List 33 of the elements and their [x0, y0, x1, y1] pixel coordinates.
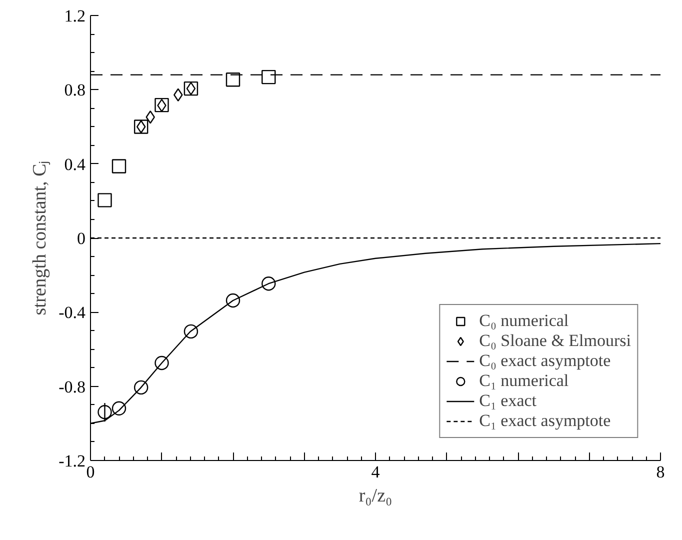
y-tick-label: -0.8	[58, 377, 86, 396]
legend-label: C₁ exact	[479, 391, 537, 411]
point	[112, 401, 126, 416]
y-tick-label: -0.4	[58, 303, 86, 322]
y-tick-label: 1.2	[64, 6, 86, 26]
point	[112, 159, 126, 174]
y-axis-title: strength constant, Cⱼ	[30, 160, 51, 316]
point	[154, 356, 169, 370]
x-tick-label: 8	[656, 462, 665, 482]
point	[174, 88, 183, 102]
point	[262, 276, 276, 291]
legend-label: C₀ exact asymptote	[479, 351, 611, 371]
legend-label: C₀ numerical	[479, 311, 569, 331]
y-tick-label: 0.4	[64, 154, 86, 174]
point	[154, 98, 169, 112]
x-tick-label: 4	[371, 462, 380, 482]
point	[98, 405, 112, 420]
point	[98, 193, 112, 208]
point	[262, 70, 276, 84]
legend-label: C₁ numerical	[479, 371, 569, 391]
point	[226, 72, 240, 87]
legend-label: C₁ exact asymptote	[479, 411, 611, 431]
x-axis-title: r₀/z₀	[358, 486, 392, 506]
legend-label: C₀ Sloane & Elmoursi	[479, 331, 631, 351]
y-tick-label: 0	[77, 229, 86, 248]
point	[146, 110, 155, 124]
y-tick-label: -1.2	[58, 452, 86, 470]
point	[134, 380, 148, 395]
point	[136, 120, 146, 134]
y-tick-label: 0.8	[64, 80, 86, 100]
point	[226, 293, 240, 308]
point	[134, 120, 148, 134]
point	[184, 324, 198, 339]
